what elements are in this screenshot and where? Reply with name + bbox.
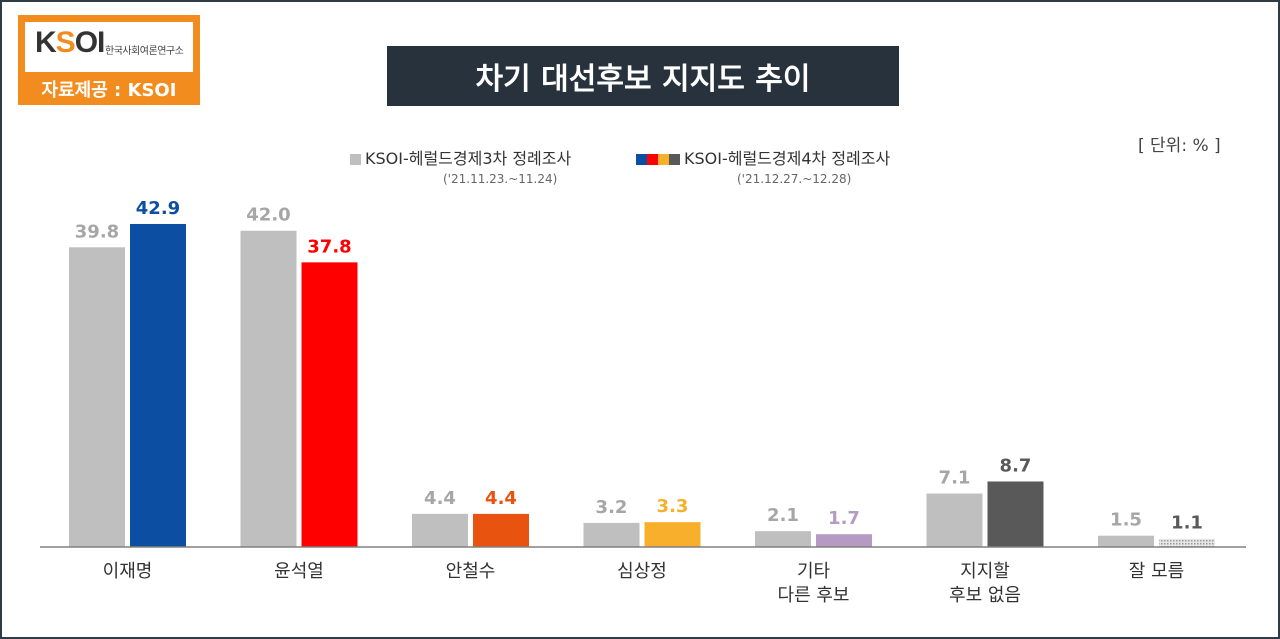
value-label-survey4-4: 1.7 [828,508,860,529]
legend-label-survey4: KSOI-헤럴드경제4차 정례조사 [684,149,891,168]
bar-survey4-3 [644,522,701,547]
legend-label-survey3: KSOI-헤럴드경제3차 정례조사 [365,149,572,168]
value-label-survey4-5: 8.7 [1000,455,1032,476]
bar-survey3-6 [1098,535,1154,547]
legend-swatch-gray [669,154,680,165]
category-label-5-line0: 지지할 [960,561,1010,582]
value-label-survey4-1: 37.8 [307,236,351,257]
value-label-survey4-6: 1.1 [1171,513,1203,534]
category-label-0: 이재명 [103,561,153,582]
value-label-survey3-0: 39.8 [75,221,119,242]
bar-survey3-0 [69,247,125,547]
legend-date-survey4: ('21.12.27.~12.28) [737,172,852,186]
legend-swatch-blue [636,154,647,165]
bar-survey3-2 [412,513,468,547]
category-label-4-line1: 다른 후보 [778,585,850,606]
legend-item-survey4: KSOI-헤럴드경제4차 정례조사 [636,145,890,169]
legend-swatch-survey3 [350,154,361,165]
bar-survey3-1 [240,230,297,548]
legend-swatch-red [647,154,658,165]
category-label-4-line0: 기타 [797,561,831,582]
legend-date-survey3: ('21.11.23.~11.24) [443,172,558,186]
category-label-1: 윤석열 [274,561,324,582]
value-label-survey3-5: 7.1 [939,468,971,489]
logo-mark: KSOI [35,26,105,59]
value-label-survey4-0: 42.9 [136,198,180,219]
bar-survey4-6 [1159,538,1215,547]
bar-survey4-2 [473,513,529,547]
category-label-3: 심상정 [617,561,667,582]
category-label-6: 잘 모름 [1129,561,1184,582]
value-label-survey4-2: 4.4 [485,488,517,509]
value-label-survey3-3: 3.2 [596,497,628,518]
legend-swatch-orange [658,154,669,165]
bar-survey3-5 [926,493,983,547]
bar-survey4-0 [130,223,186,547]
bar-survey4-4 [816,534,872,547]
value-label-survey3-1: 42.0 [246,205,290,226]
unit-label: [ 단위: % ] [1138,136,1221,156]
ksoi-logo: KSOI 한국사회여론연구소 자료제공 : KSOI [18,15,200,105]
bar-survey3-4 [755,531,811,547]
legend-item-survey3: KSOI-헤럴드경제3차 정례조사 [350,145,571,169]
source-credit: 자료제공 : KSOI [41,80,177,101]
category-label-2: 안철수 [446,561,496,582]
logo-subtitle: 한국사회여론연구소 [105,46,184,57]
value-label-survey4-3: 3.3 [657,496,689,517]
bar-survey3-3 [583,522,640,547]
value-label-survey3-2: 4.4 [424,488,456,509]
bar-survey4-5 [987,481,1044,547]
value-label-survey3-4: 2.1 [767,505,799,526]
bar-survey4-1 [301,262,358,547]
logo-plate: KSOI 한국사회여론연구소 [25,22,193,72]
category-label-5-line1: 후보 없음 [949,585,1021,606]
value-label-survey3-6: 1.5 [1110,510,1142,531]
chart-title: 차기 대선후보 지지도 추이 [387,46,899,106]
